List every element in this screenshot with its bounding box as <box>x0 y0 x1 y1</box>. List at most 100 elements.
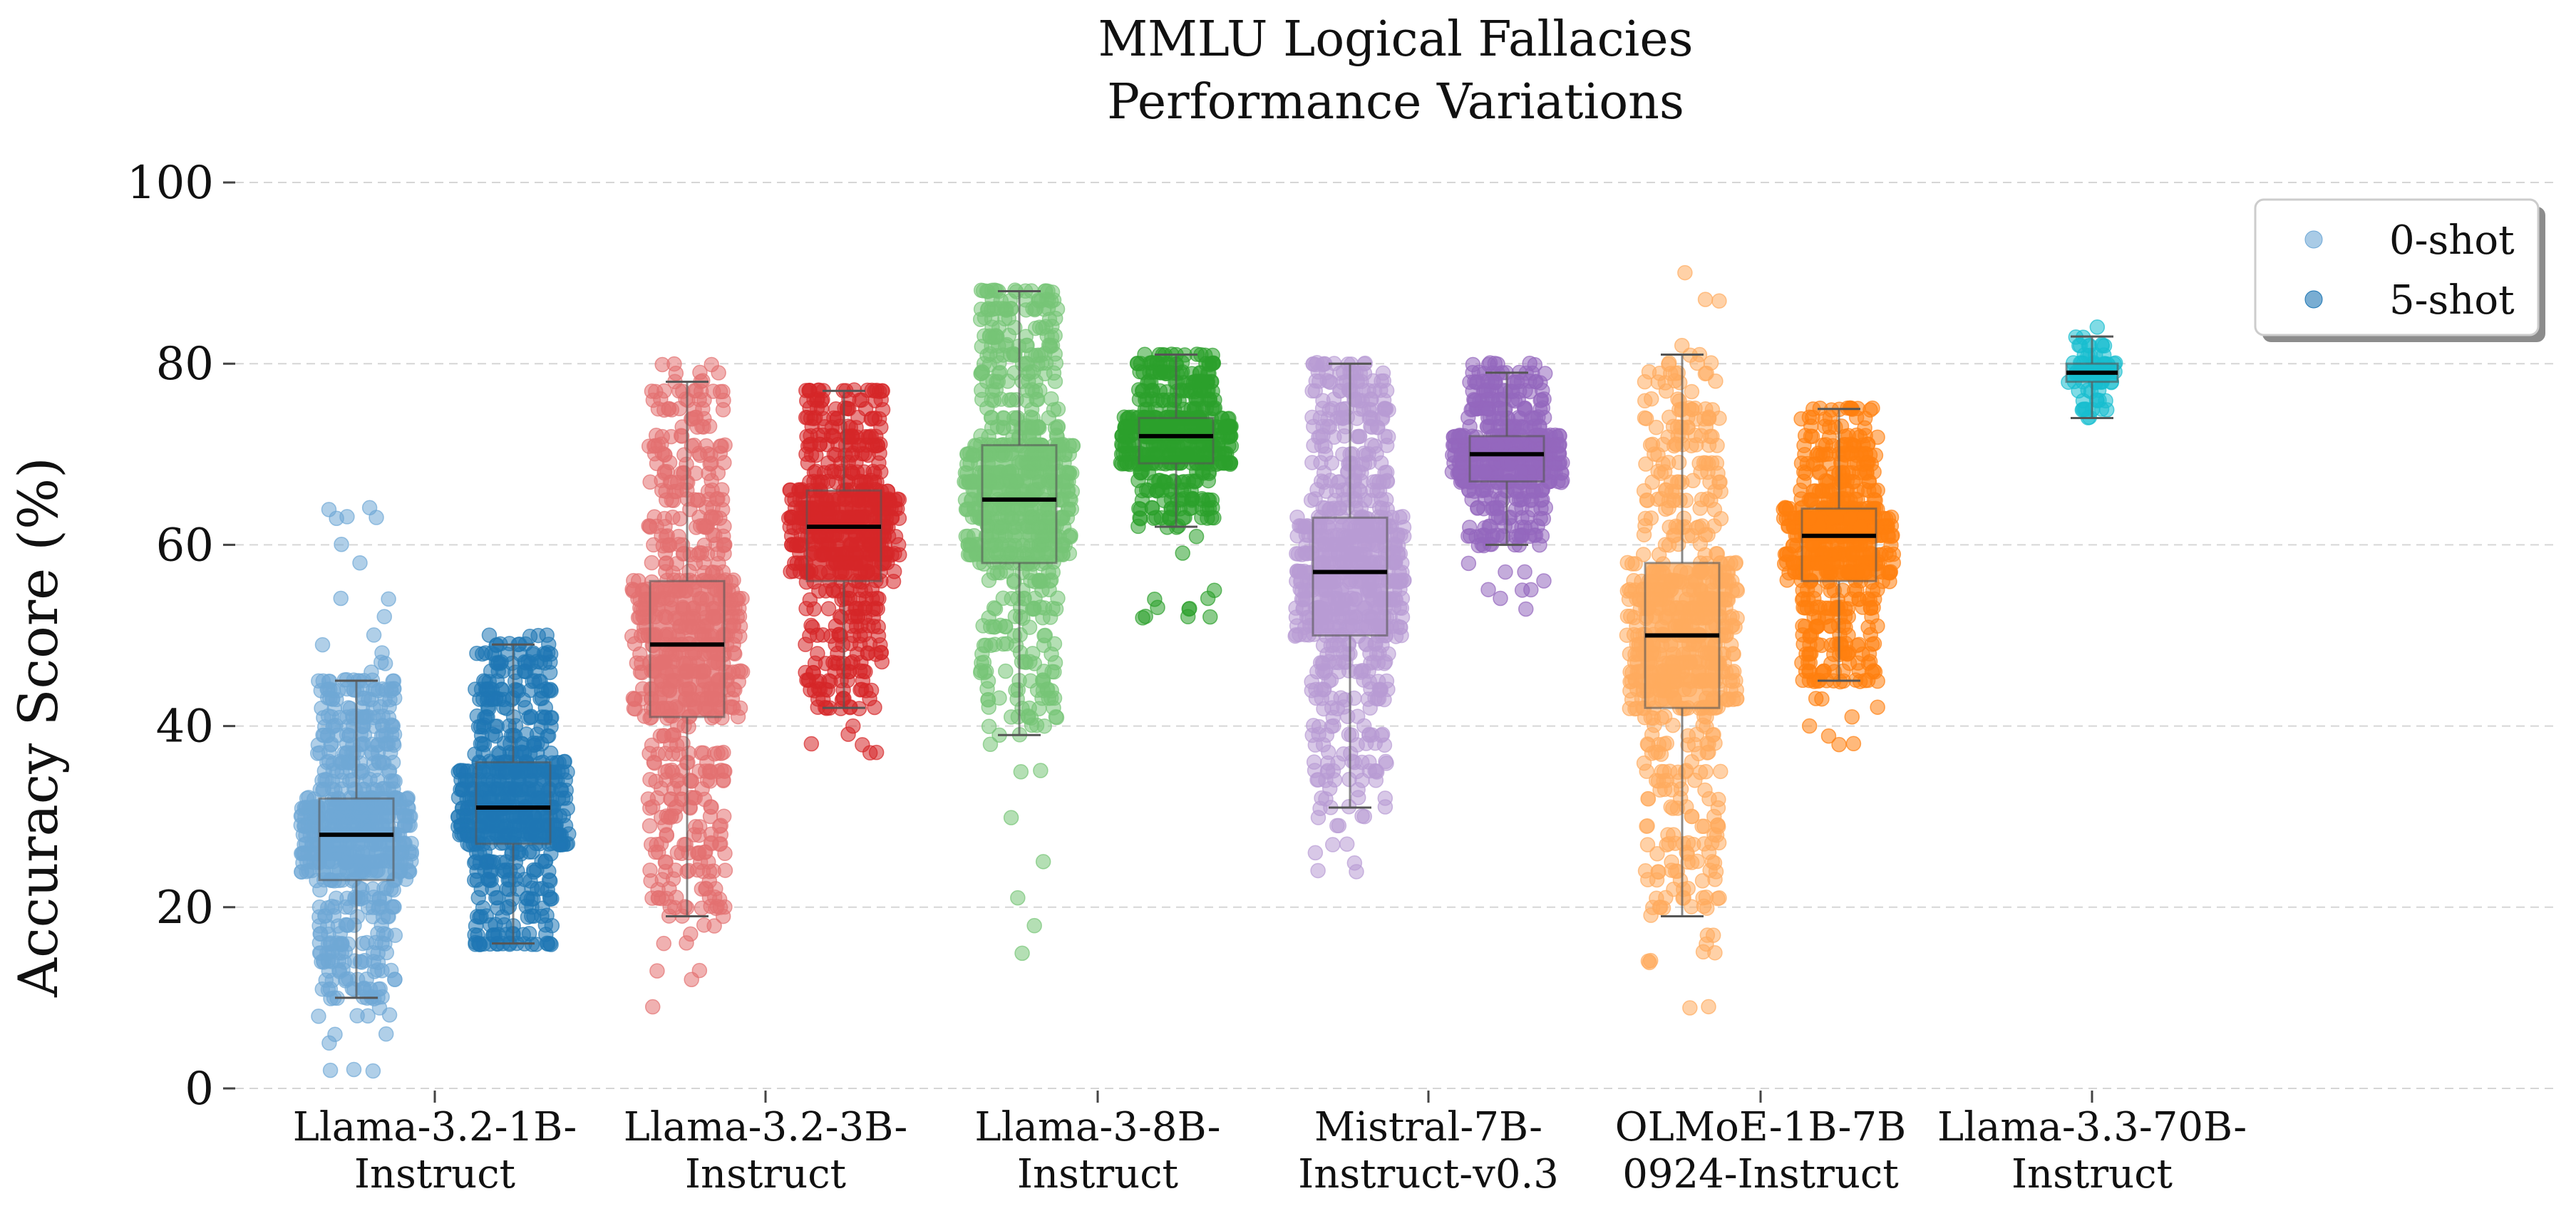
data-point <box>1304 409 1320 426</box>
data-point <box>700 854 716 870</box>
data-point <box>366 964 383 979</box>
data-point <box>318 972 334 988</box>
data-point <box>504 846 520 862</box>
data-point <box>664 728 680 743</box>
data-point <box>1026 428 1041 444</box>
data-point <box>696 411 712 427</box>
data-point <box>885 573 902 589</box>
x-tick-label: Instruct <box>354 1151 516 1197</box>
data-point <box>989 348 1005 364</box>
data-point <box>1523 582 1539 598</box>
data-point <box>644 555 660 571</box>
data-point <box>1374 373 1389 389</box>
data-point <box>845 718 861 734</box>
y-tick-label: 0 <box>185 1063 214 1115</box>
data-point <box>374 935 390 951</box>
x-tick-label: Instruct <box>685 1151 847 1197</box>
data-point <box>958 501 974 517</box>
data-point <box>644 383 660 399</box>
data-point <box>544 917 560 934</box>
data-point <box>1002 346 1019 363</box>
data-point <box>493 654 510 670</box>
data-point <box>665 764 681 780</box>
data-point <box>868 744 885 761</box>
data-point <box>1518 601 1534 617</box>
data-point <box>698 880 714 897</box>
y-tick-label: 40 <box>156 701 214 753</box>
data-point <box>313 683 329 699</box>
data-point <box>1365 411 1381 427</box>
data-point <box>473 727 490 743</box>
data-point <box>875 383 890 399</box>
data-point <box>1537 500 1554 515</box>
data-point <box>625 691 642 706</box>
data-point <box>803 736 820 752</box>
data-point <box>1339 709 1356 724</box>
data-point <box>371 899 387 914</box>
data-point <box>365 1063 381 1079</box>
data-point <box>485 927 501 943</box>
data-point <box>334 755 349 771</box>
data-point <box>1376 392 1392 408</box>
data-point <box>478 709 495 725</box>
data-point <box>661 537 677 553</box>
y-tick-label: 80 <box>156 338 214 391</box>
data-point <box>1361 454 1377 470</box>
data-point <box>649 837 664 852</box>
data-point <box>311 1009 326 1024</box>
data-point <box>1306 718 1322 733</box>
data-point <box>1041 337 1057 353</box>
y-tick-label: 60 <box>156 519 214 572</box>
data-point <box>1154 482 1170 498</box>
data-point <box>656 510 673 527</box>
data-point <box>366 700 381 716</box>
data-point <box>1202 609 1218 625</box>
data-point <box>1221 438 1237 454</box>
data-point <box>716 773 731 789</box>
data-point <box>785 537 802 553</box>
data-point <box>990 373 1006 390</box>
data-point <box>1184 366 1200 381</box>
data-point <box>381 591 396 607</box>
data-point <box>823 674 838 689</box>
data-point <box>1363 681 1379 697</box>
data-point <box>871 591 887 607</box>
data-point <box>1517 564 1532 580</box>
data-point <box>324 709 340 725</box>
data-point <box>1147 591 1163 607</box>
data-point <box>711 365 726 381</box>
data-point <box>560 764 575 780</box>
data-point <box>383 962 399 979</box>
x-tick-label: Mistral-7B- <box>1314 1104 1542 1150</box>
data-points <box>293 264 2123 1079</box>
data-point <box>310 737 326 753</box>
data-point <box>983 619 999 635</box>
data-point <box>524 880 540 896</box>
data-point <box>649 963 665 979</box>
data-point <box>1021 709 1036 725</box>
data-point <box>1480 582 1496 597</box>
data-point <box>468 854 484 870</box>
data-point <box>450 809 466 825</box>
data-point <box>1493 590 1508 607</box>
data-point <box>852 682 868 698</box>
data-point <box>1004 392 1020 408</box>
data-point <box>470 927 486 944</box>
data-point <box>825 583 842 599</box>
data-point <box>1288 609 1304 625</box>
data-point <box>490 900 506 916</box>
data-point <box>810 427 826 443</box>
data-point <box>1333 409 1349 426</box>
data-point <box>1046 365 1062 381</box>
y-tick-label: 20 <box>156 882 214 934</box>
data-point <box>650 401 666 417</box>
data-point <box>996 411 1011 426</box>
data-point <box>849 646 865 662</box>
data-point <box>1307 845 1324 861</box>
data-point <box>1304 455 1320 470</box>
x-tick-label: Llama-3-8B- <box>974 1104 1220 1150</box>
data-point <box>850 437 866 453</box>
data-point <box>708 510 723 525</box>
data-point <box>321 1035 337 1051</box>
data-point <box>403 853 419 869</box>
